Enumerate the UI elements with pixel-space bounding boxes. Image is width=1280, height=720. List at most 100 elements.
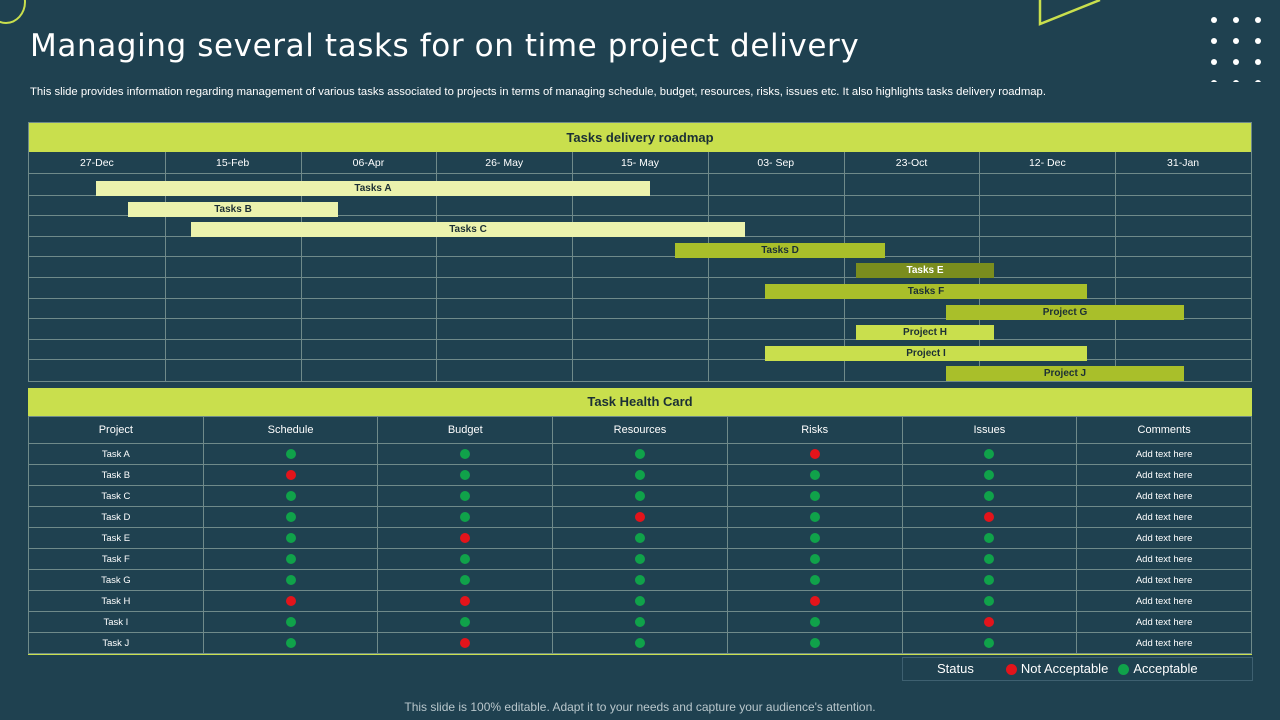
status-cell	[552, 611, 728, 633]
acceptable-dot-icon	[809, 616, 820, 627]
status-cell	[901, 569, 1078, 591]
acceptable-dot-icon	[285, 553, 296, 564]
roadmap-task-bar: Tasks E	[856, 263, 994, 278]
acceptable-dot-icon	[984, 574, 995, 585]
status-cell	[552, 569, 728, 591]
project-name-cell: Task H	[28, 590, 204, 612]
grid-horizontal-line	[29, 298, 1251, 299]
not-acceptable-dot-icon	[1005, 663, 1017, 675]
not-acceptable-dot-icon	[460, 637, 471, 648]
task-health-card: Task Health Card Project Schedule Budget Re…	[28, 388, 1252, 655]
decorative-dot	[1255, 17, 1261, 23]
grid-horizontal-line	[29, 256, 1251, 257]
not-acceptable-dot-icon	[285, 469, 296, 480]
status-cell	[552, 548, 728, 570]
decorative-dot	[1255, 59, 1261, 65]
page-subtitle: This slide provides information regardin…	[30, 86, 1046, 98]
grid-vertical-line	[1115, 152, 1116, 381]
health-column-header: Risks	[726, 416, 903, 444]
status-cell	[901, 590, 1078, 612]
status-cell	[726, 464, 903, 486]
decorative-dot	[1255, 80, 1261, 82]
comment-cell: Add text here	[1076, 611, 1252, 633]
decorative-dot-grid	[1211, 17, 1261, 82]
roadmap-task-bar: Project G	[946, 305, 1184, 320]
roadmap-task-bar: Tasks B	[128, 202, 338, 217]
table-row: Task E Add text here	[28, 527, 1252, 549]
decorative-dot	[1255, 38, 1261, 44]
acceptable-dot-icon	[809, 553, 820, 564]
not-acceptable-dot-icon	[460, 532, 471, 543]
acceptable-dot-icon	[634, 574, 645, 585]
acceptable-dot-icon	[285, 616, 296, 627]
status-cell	[901, 443, 1078, 465]
not-acceptable-dot-icon	[634, 511, 645, 522]
status-cell	[377, 443, 554, 465]
acceptable-dot-icon	[460, 511, 471, 522]
status-cell	[552, 527, 728, 549]
comment-cell: Add text here	[1076, 464, 1252, 486]
roadmap-task-bar: Tasks A	[96, 181, 650, 196]
acceptable-dot-icon	[809, 637, 820, 648]
acceptable-dot-icon	[460, 616, 471, 627]
grid-vertical-line	[301, 152, 302, 381]
acceptable-dot-icon	[984, 553, 995, 564]
status-cell	[202, 632, 379, 654]
project-name-cell: Task F	[28, 548, 204, 570]
status-cell	[552, 590, 728, 612]
decorative-circle	[0, 0, 26, 24]
decorative-dot	[1233, 38, 1239, 44]
status-cell	[901, 527, 1078, 549]
tasks-delivery-roadmap: Tasks delivery roadmap 27-Dec 15-Feb 06-Ap…	[28, 122, 1252, 382]
acceptable-dot-icon	[984, 469, 995, 480]
roadmap-date: 03- Sep	[757, 157, 795, 169]
table-row: Task D Add text here	[28, 506, 1252, 528]
status-legend: Status Not Acceptable Acceptable	[902, 657, 1253, 681]
acceptable-dot-icon	[984, 637, 995, 648]
decorative-dot	[1233, 80, 1239, 82]
roadmap-task-bar: Tasks F	[765, 284, 1087, 299]
status-cell	[726, 569, 903, 591]
grid-horizontal-line	[29, 318, 1251, 319]
not-acceptable-dot-icon	[285, 595, 296, 606]
status-cell	[202, 527, 379, 549]
decorative-dot	[1211, 59, 1217, 65]
grid-vertical-line	[844, 152, 845, 381]
comment-cell: Add text here	[1076, 443, 1252, 465]
acceptable-dot-icon	[984, 490, 995, 501]
status-cell	[552, 443, 728, 465]
roadmap-date-row: 27-Dec 15-Feb 06-Apr 26- May 15- May 03- Sep 2…	[29, 152, 1251, 174]
project-name-cell: Task E	[28, 527, 204, 549]
comment-cell: Add text here	[1076, 485, 1252, 507]
health-card-heading: Task Health Card	[28, 388, 1252, 416]
status-cell	[377, 506, 554, 528]
status-cell	[901, 506, 1078, 528]
comment-cell: Add text here	[1076, 569, 1252, 591]
project-name-cell: Task I	[28, 611, 204, 633]
status-cell	[202, 506, 379, 528]
roadmap-date: 12- Dec	[1028, 157, 1066, 169]
status-cell	[202, 590, 379, 612]
decorative-dot	[1233, 59, 1239, 65]
health-column-header: Budget	[377, 416, 554, 444]
status-cell	[552, 632, 728, 654]
acceptable-dot-icon	[634, 490, 645, 501]
roadmap-date: 15-Feb	[216, 157, 250, 169]
roadmap-date: 31-Jan	[1167, 157, 1200, 169]
acceptable-dot-icon	[809, 511, 820, 522]
acceptable-dot-icon	[634, 448, 645, 459]
acceptable-dot-icon	[634, 553, 645, 564]
status-cell	[552, 506, 728, 528]
acceptable-dot-icon	[285, 532, 296, 543]
decorative-dot	[1211, 80, 1217, 82]
acceptable-dot-icon	[634, 532, 645, 543]
roadmap-task-bar: Tasks C	[191, 222, 745, 237]
status-cell	[377, 590, 554, 612]
grid-vertical-line	[708, 152, 709, 381]
roadmap-heading: Tasks delivery roadmap	[29, 123, 1251, 152]
project-name-cell: Task G	[28, 569, 204, 591]
acceptable-dot-icon	[285, 511, 296, 522]
status-cell	[377, 548, 554, 570]
comment-cell: Add text here	[1076, 527, 1252, 549]
grid-horizontal-line	[29, 339, 1251, 340]
